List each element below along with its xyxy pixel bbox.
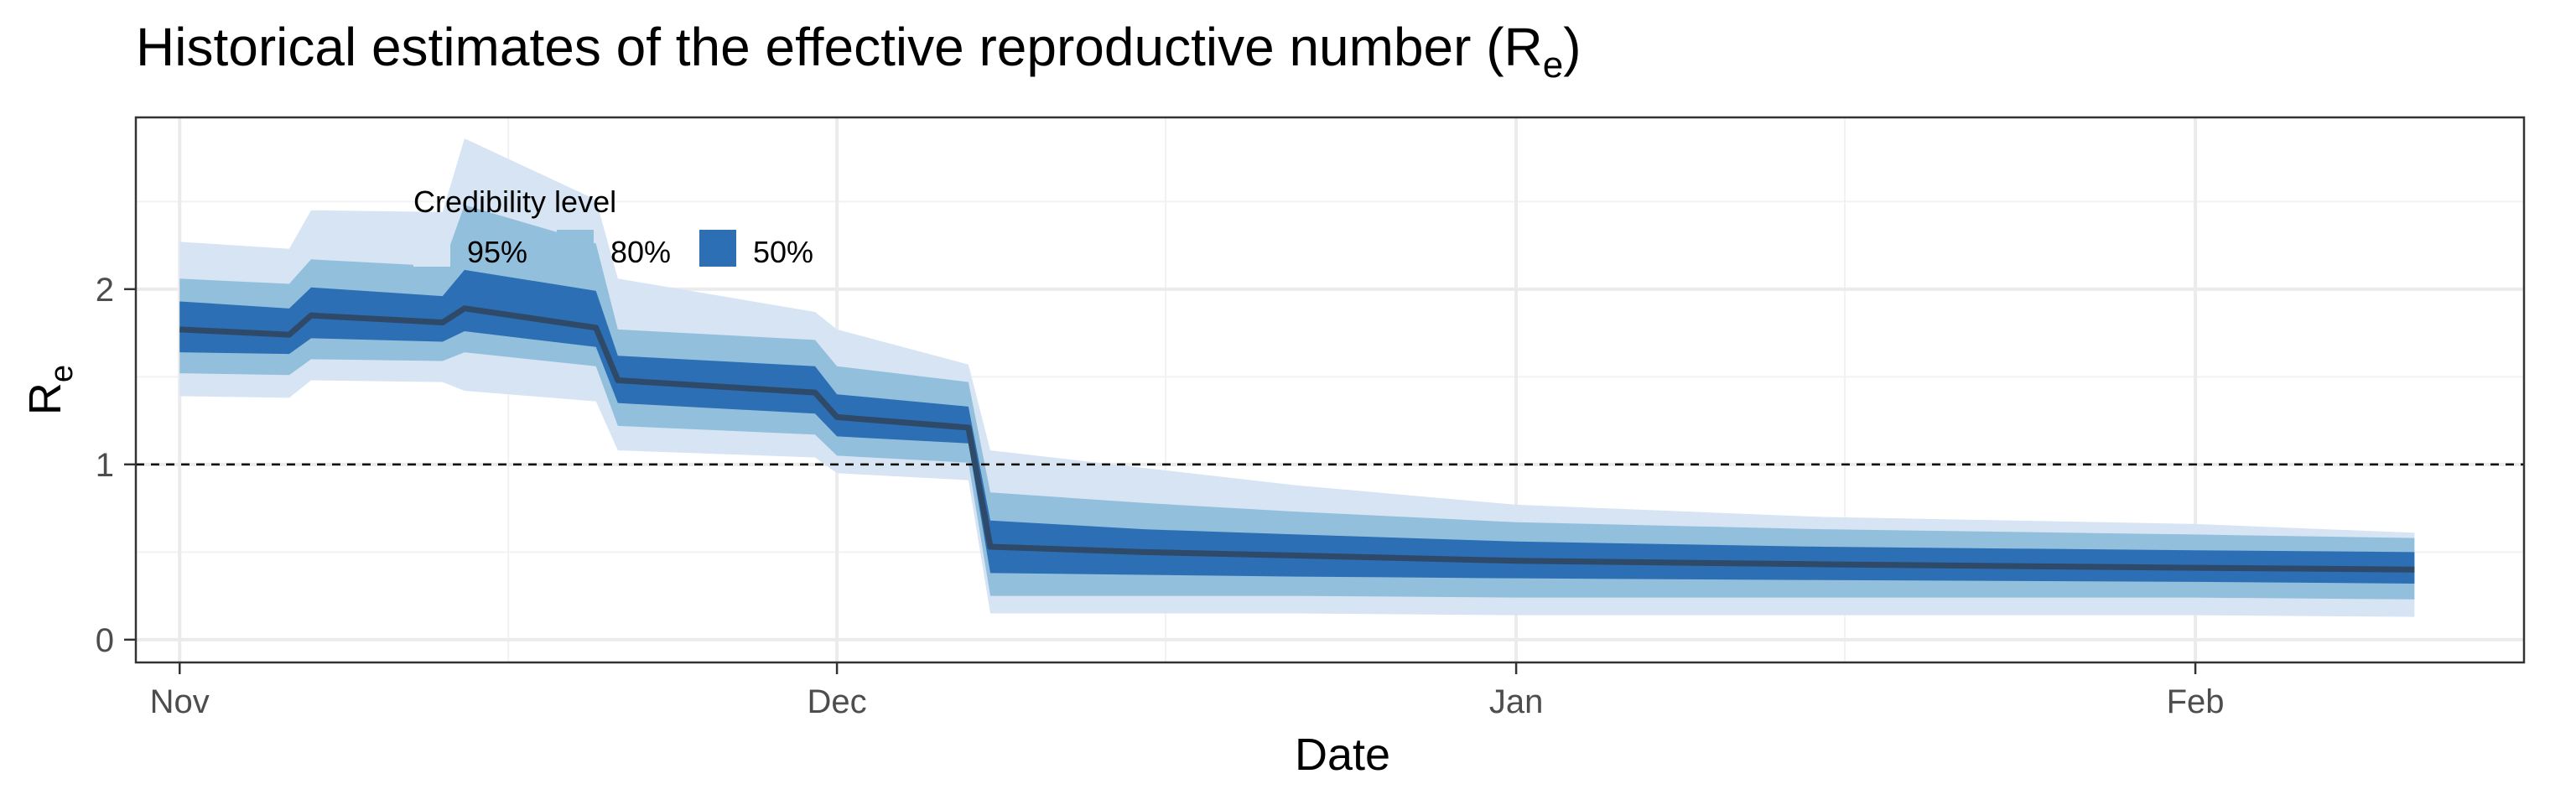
x-tick-label: Jan (1489, 683, 1544, 720)
y-axis: 0 1 2 (96, 272, 136, 659)
legend-label-50: 50% (753, 235, 813, 269)
panel-border (134, 116, 2526, 664)
legend: Credibility level 95% 80% 50% (413, 184, 813, 269)
y-tick-label: 1 (96, 447, 114, 484)
y-axis-title-main: R (20, 382, 70, 415)
legend-title: Credibility level (413, 184, 616, 219)
legend-label-80: 80% (610, 235, 671, 269)
chart-title: Historical estimates of the effective re… (136, 17, 1581, 86)
x-axis-title: Date (1295, 730, 1390, 780)
chart-title-main: Historical estimates of the effective re… (136, 17, 1543, 77)
x-tick-label: Dec (808, 683, 867, 720)
median-line (179, 305, 2415, 573)
x-tick-label: Nov (150, 683, 210, 720)
y-tick-label: 0 (96, 622, 114, 659)
legend-label-95: 95% (467, 235, 527, 269)
legend-key-95 (413, 230, 450, 267)
chart-title-suffix: ) (1563, 17, 1581, 77)
chart-title-subscript: e (1543, 44, 1563, 86)
y-axis-title-group: Re (20, 365, 80, 415)
median-line-group (179, 305, 2415, 573)
y-tick-label: 2 (96, 272, 114, 309)
x-axis: Nov Dec Jan Feb (150, 662, 2225, 720)
legend-key-50 (699, 230, 736, 267)
x-tick-label: Feb (2167, 683, 2225, 720)
legend-key-80 (557, 230, 594, 267)
y-axis-title-subscript: e (44, 365, 80, 382)
y-axis-title: Re (20, 365, 80, 415)
band-50 (179, 269, 2415, 584)
